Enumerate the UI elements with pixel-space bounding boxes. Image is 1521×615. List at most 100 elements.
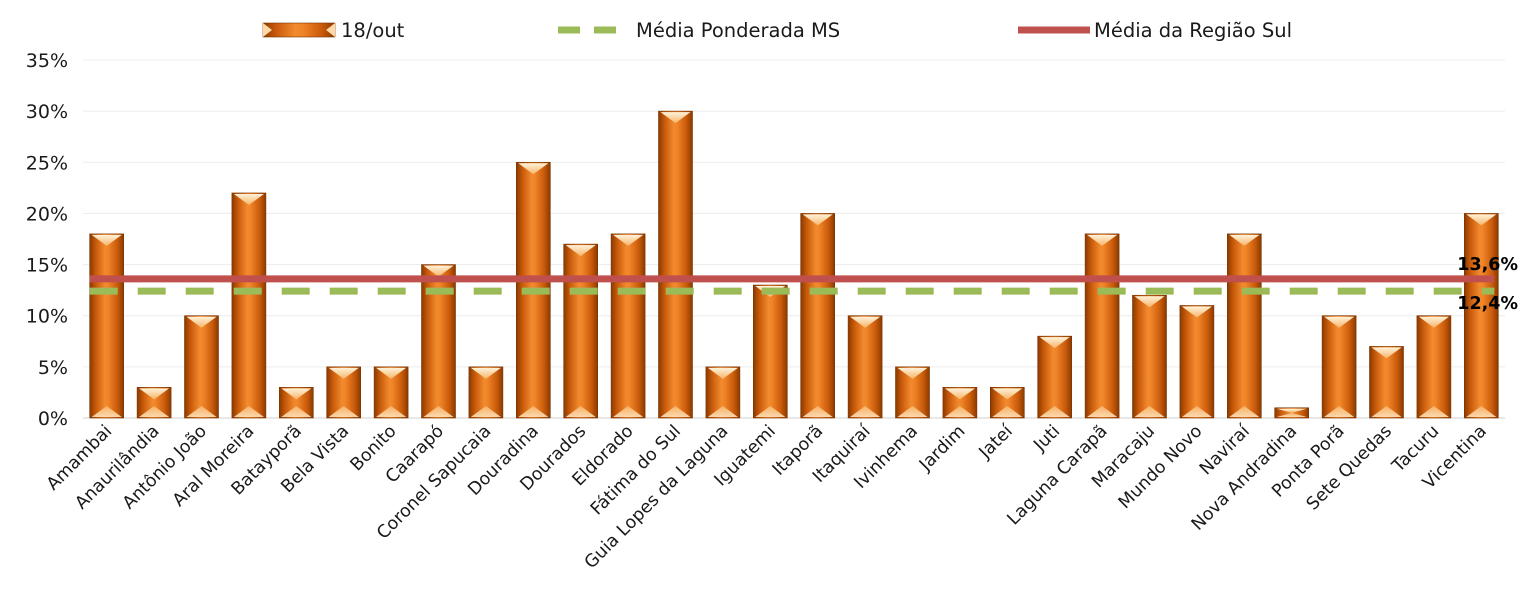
bar-base xyxy=(1039,406,1070,417)
bar-cap xyxy=(186,316,217,328)
bar xyxy=(1464,213,1499,419)
x-category-label: Jardim xyxy=(915,421,969,475)
bar-body xyxy=(421,264,456,419)
x-category-label: Mundo Novo xyxy=(1115,421,1207,513)
bar-base xyxy=(470,406,501,417)
bar-body xyxy=(184,315,219,419)
bar-cap xyxy=(91,234,122,246)
bar xyxy=(1227,233,1262,419)
bar-body xyxy=(563,243,599,419)
y-tick-label: 15% xyxy=(26,255,68,277)
bar-cap xyxy=(1371,347,1402,359)
bar-cap xyxy=(992,388,1023,400)
y-tick-label: 25% xyxy=(26,152,68,174)
bar xyxy=(1369,346,1404,419)
bar-base xyxy=(139,406,170,417)
bar-cap xyxy=(1324,316,1355,328)
bar-cap xyxy=(1466,214,1497,226)
bar xyxy=(231,192,267,419)
bar xyxy=(136,387,172,419)
bar xyxy=(800,213,836,419)
bar-base xyxy=(1134,406,1165,417)
bar-base xyxy=(1418,406,1449,417)
bar-cap xyxy=(897,367,928,379)
bar xyxy=(658,110,693,419)
bar xyxy=(610,233,646,419)
bar-cap xyxy=(1134,296,1165,308)
bar-base xyxy=(328,406,359,417)
y-tick-label: 10% xyxy=(26,306,68,328)
legend-swatch-bevel xyxy=(326,23,335,37)
bar-body xyxy=(1464,213,1499,419)
media-ponderada-ms-value-label: 12,4% xyxy=(1457,294,1518,314)
bar xyxy=(326,366,362,419)
bar-body xyxy=(847,315,883,419)
media-regiao-sul-value-label: 13,6% xyxy=(1457,255,1518,275)
bar-cap xyxy=(1229,234,1260,246)
bar-cap xyxy=(233,193,264,205)
bar-base xyxy=(518,406,549,417)
bar-base xyxy=(755,406,786,417)
y-tick-label: 5% xyxy=(38,357,68,379)
y-axis-tick-labels: 0% 5% 10% 15% 20% 25% 30% 35% xyxy=(26,50,68,430)
bar-cap xyxy=(613,234,644,246)
bar-body xyxy=(1227,233,1262,419)
legend-swatch-bar xyxy=(262,22,336,38)
bar-cap xyxy=(281,388,312,400)
bar-cap xyxy=(944,388,975,400)
y-tick-label: 30% xyxy=(26,101,68,123)
bar-body xyxy=(752,284,788,419)
bar-base xyxy=(802,406,833,417)
bar-cap xyxy=(1087,234,1118,246)
bar xyxy=(895,366,930,419)
bar-base xyxy=(850,406,881,417)
bar-cap xyxy=(802,214,833,226)
bar-body xyxy=(1084,233,1120,419)
legend: 18/out Média Ponderada MS Média da Região … xyxy=(262,19,1292,42)
bar-cap xyxy=(1181,306,1212,318)
legend-item-media-ponderada-ms: Média Ponderada MS xyxy=(558,19,840,42)
bar-cap xyxy=(565,245,596,257)
bar-base xyxy=(281,406,312,417)
bar-base xyxy=(233,406,264,417)
bar xyxy=(1037,335,1072,419)
legend-swatch-bevel xyxy=(263,23,272,37)
bar xyxy=(1416,315,1452,419)
bar xyxy=(468,366,504,419)
bar-base xyxy=(944,406,975,417)
x-category-label: Sete Quedas xyxy=(1303,421,1396,514)
bar-cap xyxy=(518,163,549,175)
bar xyxy=(1274,407,1309,419)
bar-cap xyxy=(707,367,738,379)
bar-cap xyxy=(376,367,407,379)
bar-base xyxy=(1087,406,1118,417)
bar xyxy=(1084,233,1120,419)
bar-body xyxy=(1416,315,1452,419)
gridlines xyxy=(83,59,1505,419)
bar-cap xyxy=(660,112,691,124)
bar-body xyxy=(658,110,693,419)
y-tick-label: 35% xyxy=(26,50,68,72)
bar xyxy=(1132,294,1167,419)
bar xyxy=(1179,305,1215,419)
bar-base xyxy=(897,406,928,417)
bar-base xyxy=(1181,406,1212,417)
bars xyxy=(89,110,1499,419)
x-category-label: Jateí xyxy=(975,421,1018,464)
bar-base xyxy=(707,406,738,417)
legend-item-bars: 18/out xyxy=(262,19,405,42)
bar-cap xyxy=(1039,337,1070,349)
bar xyxy=(847,315,883,419)
bar-cap xyxy=(423,265,454,277)
bar-base xyxy=(1276,412,1307,417)
legend-label: 18/out xyxy=(341,19,405,42)
bar-body xyxy=(1179,305,1215,419)
bar xyxy=(1321,315,1357,419)
bar xyxy=(942,387,978,419)
bar-base xyxy=(992,406,1023,417)
bar-cap xyxy=(470,367,501,379)
bar xyxy=(705,366,741,419)
bar-cap xyxy=(328,367,359,379)
bar-cap xyxy=(850,316,881,328)
